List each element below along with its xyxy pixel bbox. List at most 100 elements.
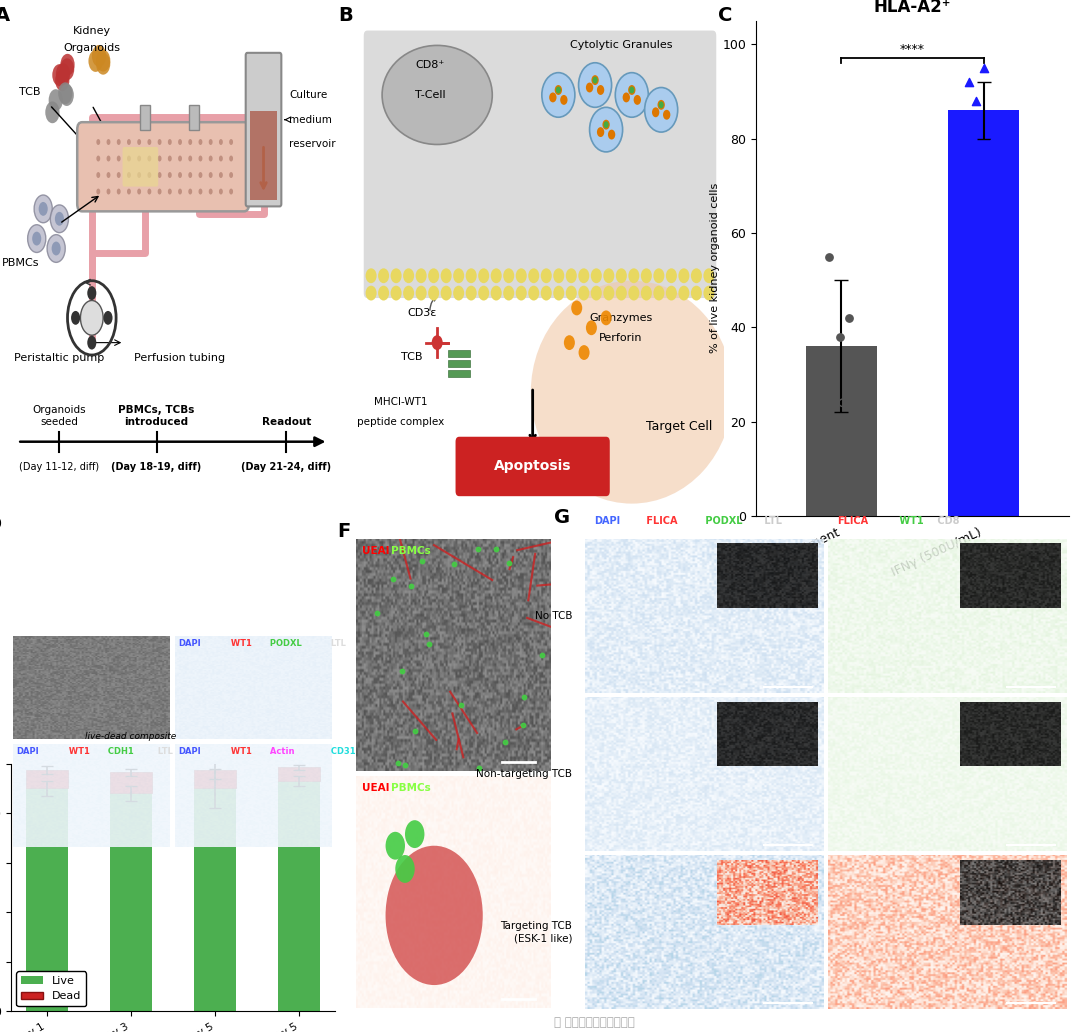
Point [497,734,514,750]
Circle shape [127,172,131,178]
Text: Kidney: Kidney [72,26,111,35]
Circle shape [208,189,213,194]
Circle shape [229,172,233,178]
Circle shape [403,286,414,300]
FancyBboxPatch shape [246,53,281,206]
Circle shape [137,172,141,178]
Text: live-dead composite: live-dead composite [85,732,176,741]
Circle shape [219,156,222,161]
Text: CDH1: CDH1 [105,747,133,756]
Circle shape [58,83,72,104]
Circle shape [158,172,162,178]
Circle shape [229,156,233,161]
Circle shape [117,139,121,144]
Circle shape [208,156,213,161]
Circle shape [516,268,527,283]
Circle shape [48,234,65,262]
Text: Readout: Readout [261,417,311,427]
Text: 🐾 江苏省人民医院肾内科: 🐾 江苏省人民医院肾内科 [554,1015,634,1029]
Point [453,697,470,713]
Circle shape [107,189,110,194]
Text: Organoids: Organoids [64,43,120,53]
Circle shape [616,268,626,283]
Circle shape [441,286,451,300]
Bar [948,110,1020,516]
Bar [26,770,68,788]
Legend: Live, Dead: Live, Dead [16,971,85,1006]
Circle shape [478,268,489,283]
Point [445,556,462,573]
Text: C: C [718,6,733,25]
Ellipse shape [395,854,415,883]
Point [834,394,851,411]
Bar [140,105,150,130]
Text: PBMCs, TCBs
introduced: PBMCs, TCBs introduced [119,406,194,427]
Circle shape [92,45,106,67]
Text: Target Cell: Target Cell [646,420,713,433]
Circle shape [597,85,605,95]
Circle shape [127,139,131,144]
Bar [448,360,470,367]
Text: PODXL: PODXL [267,639,301,648]
Text: TCB: TCB [401,353,422,362]
Circle shape [465,286,476,300]
Circle shape [365,268,377,283]
Text: peptide complex: peptide complex [356,417,444,427]
Bar [193,770,235,788]
Circle shape [549,93,556,102]
Bar [189,105,199,130]
Circle shape [622,93,630,102]
Circle shape [640,268,652,283]
Circle shape [52,64,67,86]
Circle shape [137,156,141,161]
Circle shape [441,268,451,283]
Circle shape [127,156,131,161]
Text: A: A [0,6,10,25]
Circle shape [158,156,162,161]
Text: UEAI: UEAI [362,783,390,793]
Circle shape [137,189,141,194]
Circle shape [117,172,121,178]
Bar [26,788,68,1011]
Circle shape [178,139,181,144]
Circle shape [600,311,611,325]
Point [396,757,414,774]
Circle shape [454,268,464,283]
Text: No TCB: No TCB [535,611,572,621]
Point [406,722,423,739]
Circle shape [71,311,80,325]
Text: WT1: WT1 [228,747,252,756]
Circle shape [428,268,440,283]
Point [840,310,858,326]
Circle shape [32,231,41,246]
Point [975,139,993,156]
Circle shape [96,50,110,71]
Bar [278,768,320,781]
Text: FLICA: FLICA [837,516,868,526]
Bar [806,346,877,516]
Circle shape [678,268,689,283]
Circle shape [391,286,402,300]
Circle shape [585,83,593,93]
Circle shape [96,156,100,161]
Bar [110,772,152,794]
Point [975,60,993,76]
Point [418,625,435,642]
Text: Granzymes: Granzymes [590,313,652,323]
Circle shape [403,268,414,283]
Text: Targeting TCB
(ESK-1 like): Targeting TCB (ESK-1 like) [500,922,572,943]
Circle shape [542,72,575,118]
Circle shape [555,85,562,95]
Circle shape [416,268,427,283]
Text: FLICA: FLICA [643,516,677,526]
Circle shape [28,225,45,253]
Circle shape [59,85,73,106]
Text: Actin: Actin [267,747,294,756]
Text: (Day 18-19, diff): (Day 18-19, diff) [111,461,202,472]
Circle shape [503,286,514,300]
Circle shape [556,87,561,94]
Circle shape [96,172,100,178]
Text: Perforin: Perforin [599,332,643,343]
Circle shape [591,268,602,283]
Circle shape [503,268,514,283]
